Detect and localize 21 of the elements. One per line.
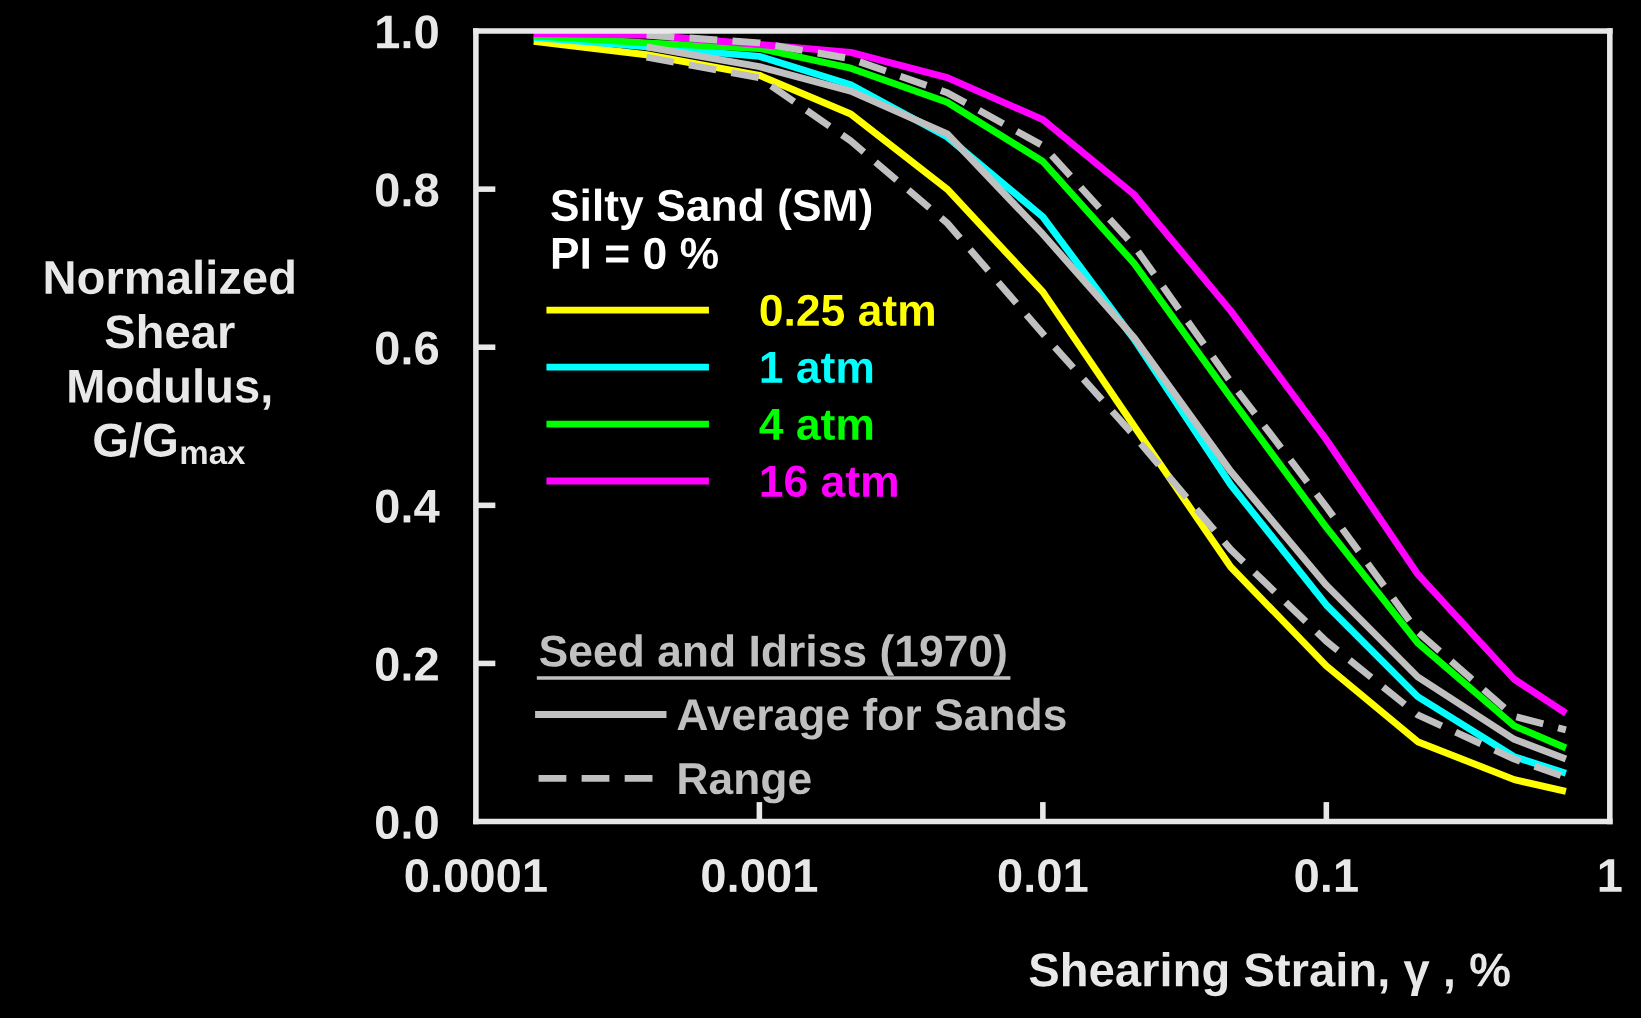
y-tick-label: 0.0 (376, 805, 438, 840)
x-tick-label: 1 (1599, 859, 1622, 892)
x-tick-label: 0.1 (1295, 858, 1358, 893)
x-tick-label: 0.001 (702, 858, 818, 893)
y-tick-label: 1.0 (377, 15, 438, 49)
y-tick-label: 0.2 (376, 647, 438, 682)
legend-label: Average for Sands (677, 697, 1066, 740)
y-axis-title: Normalized Shear Modulus, G/G$_{max}$ (45, 259, 294, 465)
y-tick-label: 0.8 (376, 173, 439, 207)
legend-label: Range (679, 763, 811, 804)
legend-title: Silty Sand (SM) PI = 0 % (551, 188, 872, 270)
legend-label: 1 atm (761, 352, 873, 384)
x-axis-title: Shearing Strain, γ , % (1029, 951, 1510, 997)
x-tick-label: 0.0001 (405, 858, 547, 893)
legend-label: 0.25 atm (760, 294, 934, 327)
legend-label: 4 atm (759, 409, 873, 441)
y-tick-label: 0.4 (376, 489, 440, 523)
legend-label: 16 atm (761, 465, 897, 498)
annotation: Seed and Idriss (1970) (539, 634, 1006, 676)
x-tick-label: 0.01 (998, 858, 1088, 893)
y-tick-label: 0.6 (376, 331, 439, 365)
